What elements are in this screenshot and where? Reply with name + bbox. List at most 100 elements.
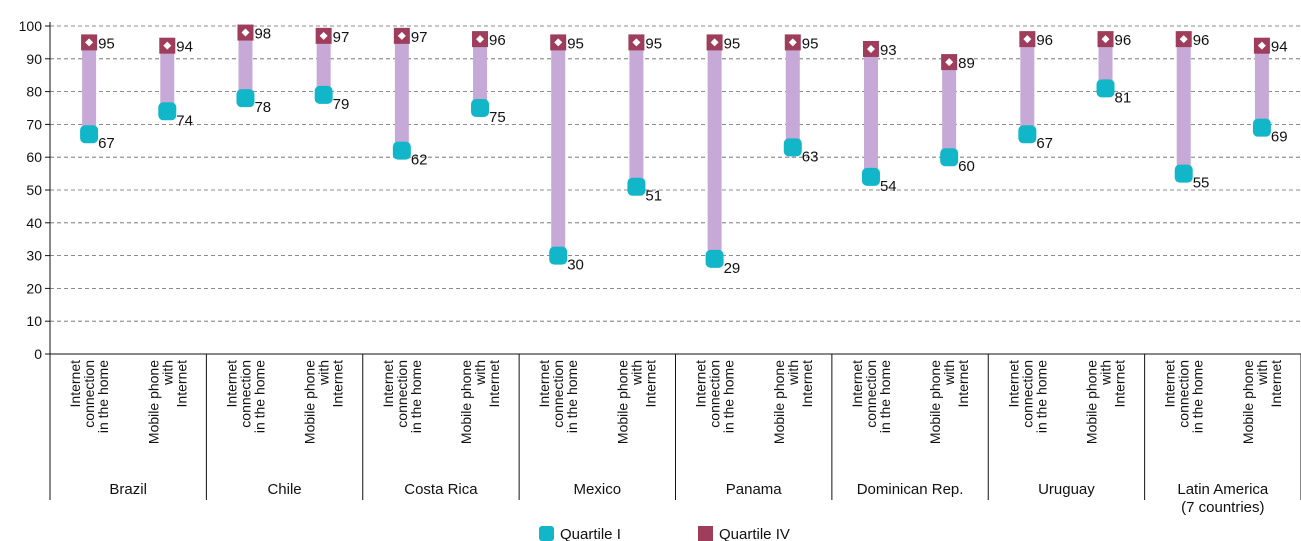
y-tick-label: 30 [26,248,42,264]
q1-value-label: 69 [1271,129,1288,146]
x-category-label: Mobile phonewithInternet [1240,360,1284,444]
range-bar [82,42,97,135]
q4-marker-diamond [1023,35,1032,44]
group-label: Chile [267,481,301,498]
x-category-label: Internetconnectionin the home [1162,360,1206,433]
range-bar [785,42,800,148]
range-bar [551,42,566,256]
range-bar [863,48,878,177]
q4-marker-diamond [1179,35,1188,44]
q1-value-label: 29 [724,260,741,277]
x-category-label: Mobile phonewithInternet [302,360,346,444]
q1-marker [1174,164,1193,183]
q4-marker-diamond [866,44,875,53]
q1-value-label: 55 [1193,175,1210,192]
q4-value-label: 96 [1115,32,1132,49]
x-category-label: Internetconnectionin the home [380,360,424,433]
q1-marker [80,125,99,144]
range-bar [316,35,331,95]
x-category-label: Mobile phonewithInternet [1084,360,1128,444]
q4-value-label: 93 [880,42,897,59]
range-bar [629,42,644,187]
q1-value-label: 67 [98,135,115,152]
q1-value-label: 62 [411,152,428,169]
q1-value-label: 51 [645,188,662,205]
q1-value-label: 74 [176,112,193,129]
q1-value-label: 67 [1036,135,1053,152]
q4-marker-diamond [241,28,250,37]
x-axis: Internetconnectionin the home Mobile phon… [49,353,1301,516]
q1-marker [783,138,802,157]
q4-value-label: 95 [98,35,115,52]
markers: 67 95 74 94 78 98 79 97 62 97 75 96 30 95 51 95 29 95 63 95… [80,24,1288,277]
y-tick-label: 70 [26,116,42,132]
q1-marker [549,246,568,265]
q4-value-label: 96 [1036,32,1053,49]
q4-value-label: 97 [411,29,428,46]
y-tick-label: 90 [26,51,42,67]
q1-marker [392,141,411,160]
x-category-label: Internetconnectionin the home [693,360,737,433]
group-label: Costa Rica [404,481,478,498]
q1-marker [471,99,490,117]
range-bar [1254,45,1269,128]
q4-value-label: 98 [254,26,271,43]
q4-marker-diamond [319,31,328,40]
q1-marker [236,89,255,108]
q1-value-label: 60 [958,158,975,175]
x-category-label: Mobile phonewithInternet [458,360,502,444]
x-category-label: Mobile phonewithInternet [614,360,658,444]
q1-marker [314,85,333,104]
q4-marker-diamond [632,38,641,47]
x-category-label: Internetconnectionin the home [849,360,893,433]
q4-value-label: 95 [724,35,741,52]
q4-value-label: 94 [1271,39,1288,56]
q1-marker [705,249,724,268]
group-label: Dominican Rep. [857,481,964,498]
q4-marker-diamond [1257,41,1266,50]
q1-value-label: 78 [254,99,271,116]
group-label: Mexico [574,481,622,498]
q4-value-label: 94 [176,39,193,56]
range-bar [160,45,175,112]
legend-q1-label: Quartile I [560,526,621,541]
q4-value-label: 95 [802,35,819,52]
group-label: Latin America (7 countries) [1177,481,1269,516]
q1-value-label: 54 [880,178,897,195]
y-tick-label: 50 [26,182,42,198]
x-category-label: Internetconnectionin the home [223,360,267,433]
y-tick-label: 0 [34,346,42,362]
range-bar [473,39,488,109]
q4-value-label: 97 [333,29,350,46]
q4-marker-diamond [85,38,94,47]
x-category-label: Mobile phonewithInternet [927,360,971,444]
q1-marker [940,148,959,167]
x-category-label: Internetconnectionin the home [1005,360,1049,433]
y-tick-label: 40 [26,215,42,231]
group-label: Panama [726,481,783,498]
q1-marker [861,167,880,186]
x-category-label: Mobile phonewithInternet [145,360,189,444]
range-bar [707,42,722,259]
legend-q4-swatch [698,526,713,541]
q4-marker-diamond [788,38,797,47]
q4-marker-diamond [1101,35,1110,44]
range-bar [1098,39,1113,89]
legend-q4-label: Quartile IV [719,526,790,541]
q4-value-label: 95 [645,35,662,52]
legend-q1-swatch [539,526,554,541]
y-axis: 0 10 20 30 40 50 60 70 80 90 100 [19,18,51,362]
range-bar [942,62,957,158]
range-bar [1020,39,1035,135]
q1-value-label: 30 [567,257,584,274]
q1-value-label: 81 [1115,89,1132,106]
group-label: Uruguay [1038,481,1095,498]
q4-marker-diamond [476,35,485,44]
q4-marker-diamond [397,31,406,40]
y-tick-label: 100 [19,18,43,34]
range-bars [82,32,1269,259]
q1-value-label: 79 [333,96,350,113]
q4-marker-diamond [163,41,172,50]
q1-value-label: 63 [802,148,819,165]
y-tick-label: 10 [26,313,42,329]
